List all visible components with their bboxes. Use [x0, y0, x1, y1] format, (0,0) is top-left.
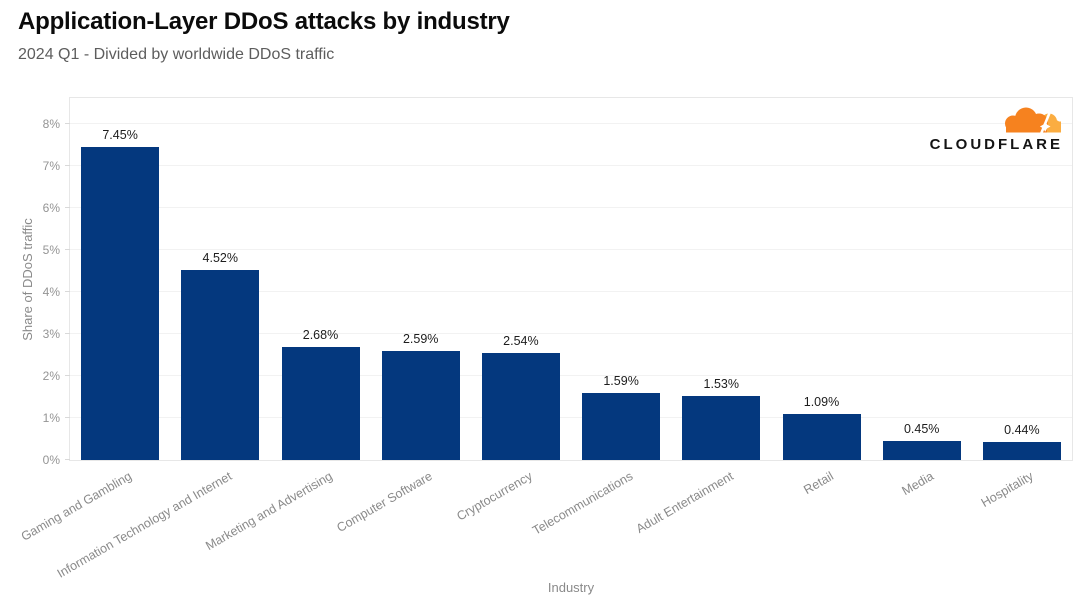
y-tick-label: 6% — [42, 201, 60, 216]
bar — [281, 347, 360, 460]
gridline — [70, 417, 1072, 419]
gridline — [70, 123, 1072, 125]
bar — [882, 441, 961, 460]
x-category-label: Retail — [800, 469, 836, 498]
gridline — [70, 207, 1072, 209]
bar-value-label: 4.52% — [202, 251, 238, 266]
bar — [982, 441, 1061, 460]
plot-area: 0% 1% 2% 3% 4% 5% 6% 7% 8% 7.45% 4.52% 2.68% 2.59% 2… — [43, 97, 1073, 467]
x-axis-category-labels: Gaming and Gambling Information Technolog… — [19, 462, 1073, 581]
y-tick-mark — [65, 249, 70, 251]
x-axis-title: Industry — [547, 580, 595, 595]
cloudflare-cloud-icon — [1005, 107, 1061, 135]
y-tick-mark — [65, 417, 70, 419]
x-category-label: Hospitality — [978, 469, 1036, 510]
page-subtitle: 2024 Q1 - Divided by worldwide DDoS traf… — [18, 46, 335, 63]
y-tick-label: 4% — [42, 285, 60, 300]
bar — [381, 351, 460, 460]
y-tick-label: 3% — [42, 327, 60, 342]
gridline — [70, 249, 1072, 251]
y-tick-mark — [65, 291, 70, 293]
y-axis-title: Share of DDoS traffic — [19, 217, 35, 341]
y-tick-label: 0% — [42, 453, 60, 467]
y-tick-mark — [65, 165, 70, 167]
bar — [682, 395, 761, 460]
bar-value-label: 1.59% — [603, 374, 639, 389]
y-tick-mark — [65, 375, 70, 377]
x-category-label: Media — [899, 469, 936, 499]
x-category-label: Computer Software — [334, 469, 435, 535]
y-tick-label: 5% — [42, 243, 60, 258]
y-tick-label: 2% — [42, 369, 60, 384]
x-category-label: Adult Entertainment — [633, 469, 736, 537]
bar — [481, 353, 560, 460]
bar-value-label: 2.54% — [503, 334, 539, 349]
gridline — [70, 375, 1072, 377]
x-category-label: Information Technology and Internet — [54, 469, 235, 581]
cloudflare-logo: CLOUDFLARE — [930, 106, 1063, 153]
bar-value-label: 1.53% — [703, 376, 739, 391]
bar-value-label: 2.59% — [402, 332, 439, 347]
bar-value-label: 1.09% — [803, 395, 840, 410]
y-tick-label: 1% — [42, 411, 60, 426]
x-category-label: Telecommunications — [530, 469, 636, 538]
y-axis-title-wrap: Share of DDoS traffic — [14, 97, 40, 461]
cloudflare-wordmark: CLOUDFLARE — [929, 136, 1063, 153]
bar-value-label: 2.68% — [302, 328, 339, 343]
gridline — [70, 291, 1072, 293]
bar — [782, 414, 861, 460]
page-title: Application-Layer DDoS attacks by indust… — [18, 8, 510, 35]
bar — [582, 393, 661, 460]
x-category-label: Cryptocurrency — [454, 469, 535, 524]
y-tick-mark — [65, 333, 70, 335]
gridline — [70, 333, 1072, 335]
bar — [81, 147, 160, 460]
bar-value-label: 0.44% — [1004, 422, 1040, 437]
y-tick-mark — [65, 123, 70, 125]
y-tick-label: 8% — [42, 117, 60, 132]
bar-value-label: 0.45% — [903, 422, 940, 437]
y-tick-mark — [65, 459, 70, 460]
gridline — [70, 165, 1072, 167]
bar — [181, 270, 260, 460]
y-tick-label: 7% — [42, 159, 60, 174]
y-tick-mark — [65, 207, 70, 209]
bar-value-label: 7.45% — [102, 128, 138, 143]
